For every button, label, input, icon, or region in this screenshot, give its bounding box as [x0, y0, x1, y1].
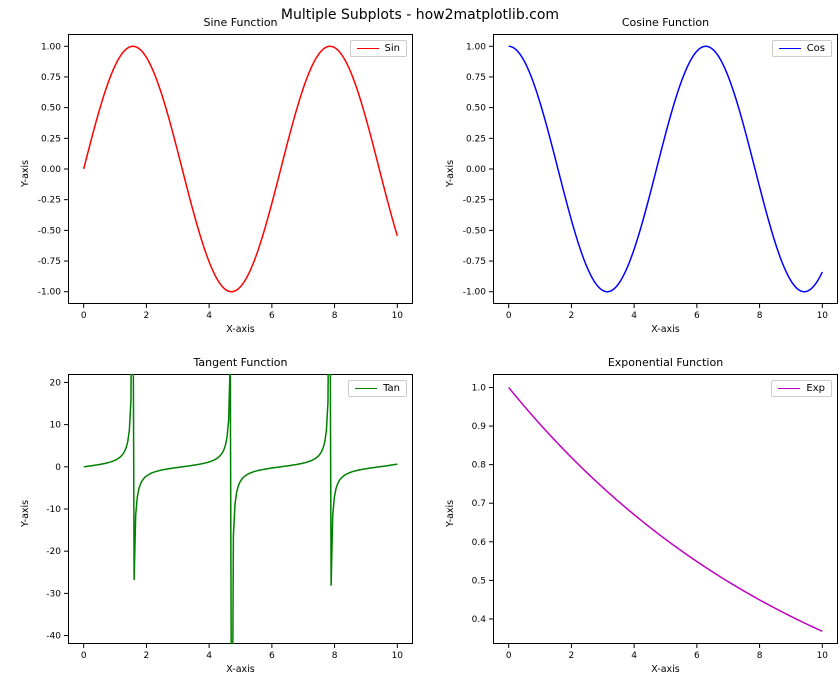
- svg-text:10: 10: [817, 651, 829, 661]
- legend-label: Tan: [383, 383, 400, 394]
- subplot-cos: Cosine Function0246810-1.00-0.75-0.50-0.…: [493, 34, 838, 304]
- svg-text:0.00: 0.00: [466, 165, 486, 175]
- svg-text:10: 10: [392, 651, 404, 661]
- plot-area: 0246810-1.00-0.75-0.50-0.250.000.250.500…: [493, 34, 838, 304]
- svg-text:2: 2: [569, 651, 575, 661]
- x-axis-label: X-axis: [68, 664, 413, 675]
- svg-text:-0.50: -0.50: [463, 226, 487, 236]
- svg-text:10: 10: [50, 421, 62, 431]
- legend-label: Sin: [385, 43, 400, 54]
- subplot-sin: Sine Function0246810-1.00-0.75-0.50-0.25…: [68, 34, 413, 304]
- subplot-title: Sine Function: [68, 16, 413, 29]
- svg-text:0.6: 0.6: [472, 538, 487, 548]
- x-axis-label: X-axis: [68, 324, 413, 335]
- svg-text:6: 6: [694, 311, 700, 321]
- svg-text:4: 4: [631, 311, 637, 321]
- svg-text:-1.00: -1.00: [38, 288, 62, 298]
- legend: Sin: [350, 40, 407, 57]
- svg-text:10: 10: [392, 311, 404, 321]
- svg-text:0.50: 0.50: [466, 104, 486, 114]
- svg-text:20: 20: [50, 378, 62, 388]
- y-axis-label: Y-axis: [445, 160, 456, 187]
- plot-area: 0246810-40-30-20-1001020: [68, 374, 413, 644]
- svg-text:8: 8: [332, 651, 338, 661]
- svg-text:0.75: 0.75: [41, 73, 61, 83]
- y-axis-label: Y-axis: [20, 500, 31, 527]
- svg-text:0.00: 0.00: [41, 165, 61, 175]
- subplot-exp: Exponential Function02468100.40.50.60.70…: [493, 374, 838, 644]
- plot-area: 0246810-1.00-0.75-0.50-0.250.000.250.500…: [68, 34, 413, 304]
- svg-text:-0.50: -0.50: [38, 226, 62, 236]
- y-axis-label: Y-axis: [445, 500, 456, 527]
- legend-swatch: [778, 388, 800, 389]
- svg-text:0: 0: [506, 311, 512, 321]
- svg-text:4: 4: [631, 651, 637, 661]
- svg-text:0: 0: [55, 463, 61, 473]
- svg-text:-0.75: -0.75: [38, 257, 61, 267]
- subplot-tan: Tangent Function0246810-40-30-20-1001020…: [68, 374, 413, 644]
- svg-text:6: 6: [269, 311, 275, 321]
- svg-text:6: 6: [269, 651, 275, 661]
- legend: Tan: [348, 380, 407, 397]
- svg-text:4: 4: [206, 651, 212, 661]
- svg-text:0.4: 0.4: [472, 615, 487, 625]
- svg-text:2: 2: [569, 311, 575, 321]
- svg-text:4: 4: [206, 311, 212, 321]
- series-line: [84, 46, 398, 291]
- subplot-title: Tangent Function: [68, 356, 413, 369]
- svg-text:0.25: 0.25: [41, 134, 61, 144]
- svg-text:0: 0: [81, 311, 87, 321]
- svg-text:1.00: 1.00: [41, 42, 61, 52]
- svg-text:0.5: 0.5: [472, 576, 486, 586]
- svg-text:8: 8: [757, 651, 763, 661]
- svg-text:0: 0: [506, 651, 512, 661]
- legend-label: Exp: [806, 383, 825, 394]
- legend: Exp: [771, 380, 832, 397]
- y-axis-label: Y-axis: [20, 160, 31, 187]
- legend-swatch: [355, 388, 377, 389]
- svg-text:0.25: 0.25: [466, 134, 486, 144]
- svg-text:1.0: 1.0: [472, 384, 487, 394]
- legend-swatch: [357, 48, 379, 49]
- svg-text:-40: -40: [46, 632, 61, 642]
- series-line: [509, 388, 823, 632]
- svg-text:-0.25: -0.25: [38, 196, 61, 206]
- svg-text:8: 8: [757, 311, 763, 321]
- svg-text:10: 10: [817, 311, 829, 321]
- svg-text:0: 0: [81, 651, 87, 661]
- svg-text:2: 2: [144, 311, 150, 321]
- svg-text:0.8: 0.8: [472, 461, 487, 471]
- legend: Cos: [772, 40, 832, 57]
- svg-text:0.9: 0.9: [472, 422, 487, 432]
- svg-text:-0.75: -0.75: [463, 257, 486, 267]
- subplot-title: Exponential Function: [493, 356, 838, 369]
- svg-text:-30: -30: [46, 589, 61, 599]
- svg-text:0.75: 0.75: [466, 73, 486, 83]
- svg-text:8: 8: [332, 311, 338, 321]
- svg-text:-10: -10: [46, 505, 61, 515]
- svg-text:6: 6: [694, 651, 700, 661]
- svg-text:-20: -20: [46, 547, 61, 557]
- svg-text:2: 2: [144, 651, 150, 661]
- x-axis-label: X-axis: [493, 324, 838, 335]
- svg-text:-1.00: -1.00: [463, 288, 487, 298]
- svg-text:0.7: 0.7: [472, 499, 486, 509]
- legend-label: Cos: [807, 43, 825, 54]
- legend-swatch: [779, 48, 801, 49]
- plot-area: 02468100.40.50.60.70.80.91.0: [493, 374, 838, 644]
- x-axis-label: X-axis: [493, 664, 838, 675]
- figure: Multiple Subplots - how2matplotlib.com S…: [0, 0, 840, 700]
- svg-text:1.00: 1.00: [466, 42, 486, 52]
- series-line: [509, 46, 823, 291]
- svg-text:0.50: 0.50: [41, 104, 61, 114]
- svg-text:-0.25: -0.25: [463, 196, 486, 206]
- subplot-title: Cosine Function: [493, 16, 838, 29]
